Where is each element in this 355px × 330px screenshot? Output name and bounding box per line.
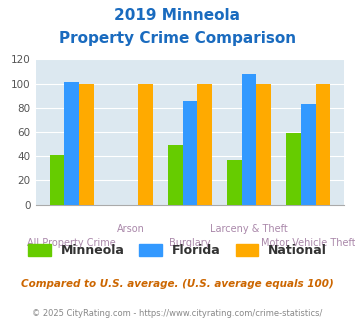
Bar [242, 74, 256, 205]
Bar [256, 83, 271, 205]
Bar [301, 104, 316, 205]
Bar [64, 82, 79, 205]
Bar [197, 83, 212, 205]
Bar [227, 160, 242, 205]
Bar [50, 155, 64, 205]
Text: Arson: Arson [117, 224, 145, 234]
Bar [138, 83, 153, 205]
Bar [286, 133, 301, 205]
Text: All Property Crime: All Property Crime [27, 238, 116, 248]
Text: Motor Vehicle Theft: Motor Vehicle Theft [261, 238, 355, 248]
Text: Larceny & Theft: Larceny & Theft [210, 224, 288, 234]
Text: © 2025 CityRating.com - https://www.cityrating.com/crime-statistics/: © 2025 CityRating.com - https://www.city… [32, 309, 323, 317]
Bar [182, 101, 197, 205]
Text: Compared to U.S. average. (U.S. average equals 100): Compared to U.S. average. (U.S. average … [21, 279, 334, 289]
Text: 2019 Minneola: 2019 Minneola [115, 8, 240, 23]
Bar [168, 145, 182, 205]
Text: Burglary: Burglary [169, 238, 211, 248]
Bar [79, 83, 94, 205]
Text: Property Crime Comparison: Property Crime Comparison [59, 31, 296, 46]
Bar [316, 83, 330, 205]
Legend: Minneola, Florida, National: Minneola, Florida, National [22, 237, 333, 263]
